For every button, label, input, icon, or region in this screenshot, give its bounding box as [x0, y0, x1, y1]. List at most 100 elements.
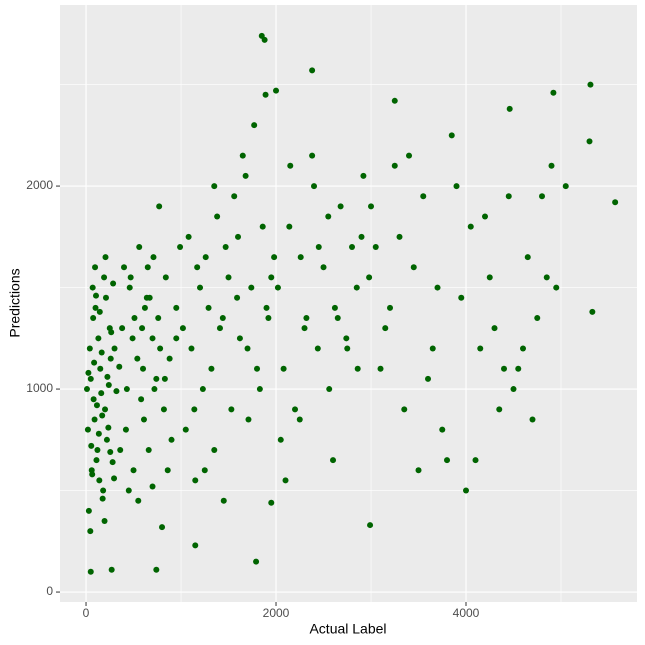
point — [125, 487, 132, 494]
point — [235, 233, 242, 240]
point — [368, 203, 375, 210]
point — [271, 254, 278, 261]
point — [92, 304, 99, 311]
y-axis-title: Predictions — [7, 268, 23, 337]
point — [253, 558, 260, 565]
point — [254, 365, 261, 372]
point — [107, 355, 114, 362]
point — [334, 315, 341, 322]
point — [261, 36, 268, 43]
point — [90, 315, 97, 322]
point — [85, 369, 92, 376]
point — [589, 308, 596, 315]
point — [157, 345, 164, 352]
point — [130, 467, 137, 474]
point — [211, 446, 218, 453]
point — [219, 315, 226, 322]
point — [515, 365, 522, 372]
point — [110, 280, 117, 287]
point — [141, 304, 148, 311]
point — [117, 446, 124, 453]
point — [314, 345, 321, 352]
point — [149, 335, 156, 342]
x-axis-title: Actual Label — [309, 621, 386, 637]
x-tick-label: 4000 — [453, 606, 480, 620]
point — [331, 304, 338, 311]
point — [179, 325, 186, 332]
point — [93, 457, 100, 464]
point — [534, 315, 541, 322]
point — [222, 243, 229, 250]
point — [153, 566, 160, 573]
point — [166, 355, 173, 362]
point — [434, 284, 441, 291]
point — [262, 91, 269, 98]
point — [86, 345, 93, 352]
point — [548, 162, 555, 169]
point — [453, 183, 460, 190]
point — [98, 390, 105, 397]
point — [119, 325, 126, 332]
point — [111, 475, 118, 482]
point — [225, 274, 232, 281]
point — [296, 416, 303, 423]
point — [102, 406, 109, 413]
point — [135, 497, 142, 504]
point — [99, 495, 106, 502]
point — [529, 416, 536, 423]
point — [501, 365, 508, 372]
x-tick-label: 2000 — [263, 606, 290, 620]
point — [136, 243, 143, 250]
point — [197, 284, 204, 291]
point — [100, 487, 107, 494]
point — [360, 172, 367, 179]
y-tick-label: 1000 — [26, 381, 53, 395]
point — [140, 365, 147, 372]
point — [202, 254, 209, 261]
point — [211, 183, 218, 190]
point — [391, 97, 398, 104]
point — [505, 193, 512, 200]
point — [101, 518, 108, 525]
point — [99, 412, 106, 419]
point — [236, 335, 243, 342]
point — [396, 233, 403, 240]
point — [248, 284, 255, 291]
point — [143, 294, 150, 301]
point — [562, 183, 569, 190]
point — [439, 426, 446, 433]
point — [273, 87, 280, 94]
point — [367, 522, 374, 529]
point — [107, 448, 114, 455]
point — [85, 507, 92, 514]
point — [244, 345, 251, 352]
point — [491, 325, 498, 332]
point — [156, 203, 163, 210]
point — [199, 386, 206, 393]
point — [93, 402, 100, 409]
point — [155, 315, 162, 322]
point — [510, 386, 517, 393]
point — [89, 471, 96, 478]
point — [337, 203, 344, 210]
point — [239, 152, 246, 159]
point — [168, 436, 175, 443]
point — [496, 406, 503, 413]
point — [358, 233, 365, 240]
point — [277, 436, 284, 443]
point — [234, 294, 241, 301]
point — [231, 193, 238, 200]
point — [111, 345, 118, 352]
point — [301, 325, 308, 332]
point — [406, 152, 413, 159]
point — [116, 363, 123, 370]
point — [153, 375, 160, 382]
point — [123, 386, 130, 393]
point — [149, 483, 156, 490]
point — [101, 274, 108, 281]
point — [87, 568, 94, 575]
point — [282, 477, 289, 484]
point — [524, 254, 531, 261]
point — [256, 386, 263, 393]
